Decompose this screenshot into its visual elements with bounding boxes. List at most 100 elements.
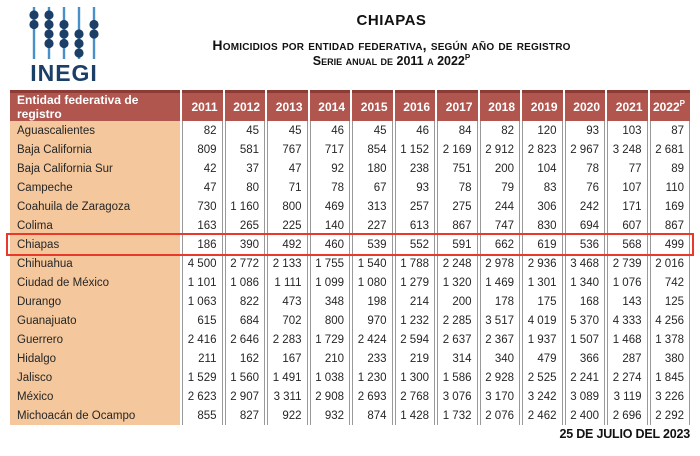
year-header-2020: 2020	[564, 90, 605, 121]
value-cell: 747	[479, 216, 520, 235]
value-cell: 1 340	[564, 273, 605, 292]
value-cell: 730	[182, 197, 223, 216]
value-cell: 78	[437, 178, 478, 197]
value-cell: 1 540	[352, 254, 393, 273]
value-cell: 473	[267, 292, 308, 311]
value-cell: 163	[182, 216, 223, 235]
value-cell: 78	[564, 159, 605, 178]
year-header-2013: 2013	[267, 90, 308, 121]
value-cell: 45	[267, 121, 308, 140]
value-cell: 4 019	[522, 311, 563, 330]
value-cell: 175	[522, 292, 563, 311]
value-cell: 80	[224, 178, 265, 197]
entity-cell: Colima	[10, 216, 180, 235]
value-cell: 2 400	[564, 406, 605, 425]
projection-sup: P	[679, 99, 685, 108]
value-cell: 2 772	[224, 254, 265, 273]
table-row: Chiapas 186 390 492 460 539 552 591 662 619 536 568…	[10, 235, 690, 254]
value-cell: 2 016	[649, 254, 690, 273]
value-cell: 1 300	[394, 368, 435, 387]
value-cell: 4 256	[649, 311, 690, 330]
year-header-2021: 2021	[607, 90, 648, 121]
entity-cell: Michoacán de Ocampo	[10, 406, 180, 425]
value-cell: 46	[309, 121, 350, 140]
entity-cell: Chiapas	[10, 235, 180, 254]
value-cell: 257	[394, 197, 435, 216]
value-cell: 93	[394, 178, 435, 197]
value-cell: 2 274	[607, 368, 648, 387]
entity-cell: Campeche	[10, 178, 180, 197]
value-cell: 313	[352, 197, 393, 216]
value-cell: 855	[182, 406, 223, 425]
value-cell: 3 311	[267, 387, 308, 406]
table-header-row: Entidad federativa de registro 2011 2012…	[10, 90, 690, 121]
value-cell: 492	[267, 235, 308, 254]
table-row: Michoacán de Ocampo 855 827 922 932 874 1 428 1…	[10, 406, 690, 425]
value-cell: 366	[564, 349, 605, 368]
value-cell: 1 507	[564, 330, 605, 349]
value-cell: 89	[649, 159, 690, 178]
table-row: México 2 623 2 907 3 311 2 908 2 693 2 768 3 07…	[10, 387, 690, 406]
value-cell: 591	[437, 235, 478, 254]
value-cell: 1 529	[182, 368, 223, 387]
value-cell: 198	[352, 292, 393, 311]
value-cell: 469	[309, 197, 350, 216]
value-cell: 767	[267, 140, 308, 159]
entity-cell: Baja California Sur	[10, 159, 180, 178]
value-cell: 47	[182, 178, 223, 197]
logo-text: INEGI	[30, 60, 98, 86]
value-cell: 390	[224, 235, 265, 254]
value-cell: 3 468	[564, 254, 605, 273]
value-cell: 3 119	[607, 387, 648, 406]
value-cell: 71	[267, 178, 308, 197]
table-body: Aguascalientes 82 45 45 46 45 46 84 82 120 93 103 87…	[10, 121, 690, 425]
value-cell: 662	[479, 235, 520, 254]
value-cell: 167	[267, 349, 308, 368]
value-cell: 1 788	[394, 254, 435, 273]
year-header-2018: 2018	[479, 90, 520, 121]
value-cell: 2 076	[479, 406, 520, 425]
value-cell: 67	[352, 178, 393, 197]
table-row: Baja California 809 581 767 717 854 1 152 2 169…	[10, 140, 690, 159]
value-cell: 1 232	[394, 311, 435, 330]
value-cell: 3 170	[479, 387, 520, 406]
value-cell: 1 732	[437, 406, 478, 425]
value-cell: 867	[649, 216, 690, 235]
value-cell: 5 370	[564, 311, 605, 330]
homicides-table: Entidad federativa de registro 2011 2012…	[8, 90, 692, 425]
entity-cell: Ciudad de México	[10, 273, 180, 292]
value-cell: 78	[309, 178, 350, 197]
value-cell: 211	[182, 349, 223, 368]
value-cell: 568	[607, 235, 648, 254]
value-cell: 2 693	[352, 387, 393, 406]
value-cell: 970	[352, 311, 393, 330]
value-cell: 2 285	[437, 311, 478, 330]
value-cell: 214	[394, 292, 435, 311]
value-cell: 1 301	[522, 273, 563, 292]
value-cell: 2 594	[394, 330, 435, 349]
value-cell: 93	[564, 121, 605, 140]
value-cell: 2 907	[224, 387, 265, 406]
report-header: CHIAPAS Homicidios por entidad federativ…	[95, 12, 688, 68]
value-cell: 162	[224, 349, 265, 368]
value-cell: 809	[182, 140, 223, 159]
value-cell: 607	[607, 216, 648, 235]
value-cell: 340	[479, 349, 520, 368]
value-cell: 922	[267, 406, 308, 425]
value-cell: 3 226	[649, 387, 690, 406]
value-cell: 2 292	[649, 406, 690, 425]
table-row: Baja California Sur 42 37 47 92 180 238 751 200 1…	[10, 159, 690, 178]
entity-cell: Durango	[10, 292, 180, 311]
value-cell: 479	[522, 349, 563, 368]
value-cell: 874	[352, 406, 393, 425]
value-cell: 932	[309, 406, 350, 425]
value-cell: 2 912	[479, 140, 520, 159]
value-cell: 3 242	[522, 387, 563, 406]
value-cell: 77	[607, 159, 648, 178]
value-cell: 1 491	[267, 368, 308, 387]
table-row: Aguascalientes 82 45 45 46 45 46 84 82 120 93 103 87	[10, 121, 690, 140]
value-cell: 1 152	[394, 140, 435, 159]
table-row: Colima 163 265 225 140 227 613 867 747 830 694 607 8…	[10, 216, 690, 235]
value-cell: 238	[394, 159, 435, 178]
